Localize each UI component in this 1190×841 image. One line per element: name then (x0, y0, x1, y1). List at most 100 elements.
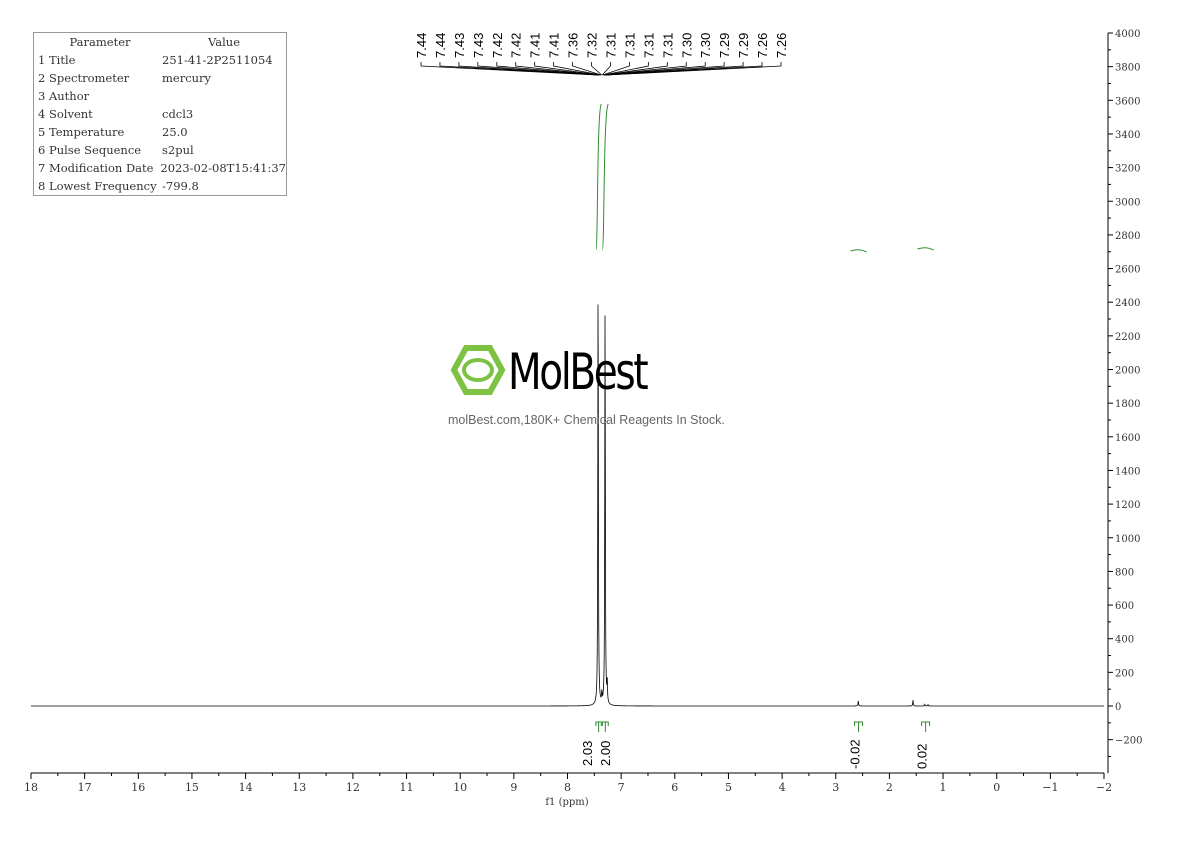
watermark-brand: MolBest (508, 343, 649, 401)
parameter-row: 7 Modification Date 2023-02-08T15:41:37 (34, 159, 286, 177)
watermark-tagline: molBest.com,180K+ Chemical Reagents In S… (448, 413, 725, 427)
parameter-value: 251-41-2P2511054 (162, 53, 273, 67)
integral-value: -0.02 (848, 739, 863, 769)
peak-label: 7.36 (566, 33, 581, 58)
peak-label: 7.31 (641, 33, 656, 58)
parameter-value: 2023-02-08T15:41:37 (160, 161, 286, 175)
y-tick-label: 4000 (1115, 29, 1140, 40)
parameter-name: 4 Solvent (38, 107, 93, 121)
parameter-value: mercury (162, 71, 212, 85)
integral-bracket (921, 721, 931, 732)
parameter-row: 5 Temperature 25.0 (34, 123, 286, 141)
peak-label: 7.26 (774, 33, 789, 58)
x-tick-label: 7 (618, 781, 625, 794)
y-tick-label: −200 (1115, 736, 1142, 747)
peak-label-connector (604, 62, 687, 76)
peak-label-connector (601, 62, 611, 76)
y-tick-label: 600 (1115, 601, 1134, 612)
y-tick-label: 200 (1115, 668, 1134, 679)
x-tick-label: 5 (725, 781, 732, 794)
x-tick-label: 11 (400, 781, 414, 794)
peak-label-connector (605, 62, 725, 76)
peak-label: 7.31 (603, 33, 618, 58)
x-tick-label: 14 (239, 781, 253, 794)
peak-label: 7.30 (698, 33, 713, 58)
integral-value: 2.03 (580, 741, 595, 766)
peak-label: 7.44 (414, 33, 429, 58)
peak-label: 7.32 (585, 33, 600, 58)
x-tick-label: 2 (886, 781, 893, 794)
parameter-value: -799.8 (162, 179, 199, 193)
x-tick-label: −1 (1042, 781, 1058, 794)
y-tick-label: 1800 (1115, 399, 1140, 410)
peak-label-connector (496, 62, 600, 76)
x-tick-label: 13 (292, 781, 306, 794)
peak-label: 7.41 (528, 33, 543, 58)
parameter-name: 6 Pulse Sequence (38, 143, 142, 157)
spectrum-line (31, 304, 1104, 707)
parameter-row: 3 Author (34, 87, 286, 105)
integral-curve (595, 103, 602, 251)
peak-label: 7.31 (622, 33, 637, 58)
x-tick-label: 6 (671, 781, 678, 794)
peak-label: 7.30 (679, 33, 694, 58)
x-axis-label: f1 (ppm) (545, 797, 588, 808)
parameter-row: 8 Lowest Frequency -799.8 (34, 177, 286, 195)
y-tick-label: 1000 (1115, 534, 1140, 545)
parameter-name: 7 Modification Date (38, 161, 154, 175)
peak-label-connector (603, 62, 649, 76)
peak-label-connector (515, 62, 600, 76)
x-tick-label: 12 (346, 781, 360, 794)
y-tick-label: 400 (1115, 635, 1134, 646)
parameter-row: Parameter Value (34, 33, 286, 51)
y-tick-label: 800 (1115, 567, 1134, 578)
x-tick-label: 10 (453, 781, 467, 794)
peak-label: 7.31 (660, 33, 675, 58)
peak-label-connector (553, 62, 601, 76)
y-tick-label: 1200 (1115, 500, 1140, 511)
peak-label-connector (534, 62, 601, 76)
parameter-name: Parameter (69, 35, 131, 49)
peak-label-connector (603, 62, 668, 76)
peak-label: 7.43 (471, 33, 486, 58)
integral-curve (917, 247, 934, 251)
parameter-name: 2 Spectrometer (38, 71, 130, 85)
y-tick-label: 2600 (1115, 265, 1140, 276)
peak-label: 7.29 (736, 33, 751, 58)
peak-label-connector (602, 62, 630, 76)
y-tick-label: 3200 (1115, 164, 1140, 175)
peak-label: 7.43 (452, 33, 467, 58)
peak-label-connector (604, 62, 706, 76)
peak-label: 7.29 (717, 33, 732, 58)
peak-label: 7.41 (547, 33, 562, 58)
x-tick-label: 18 (24, 781, 38, 794)
parameter-row: 6 Pulse Sequence s2pul (34, 141, 286, 159)
y-tick-label: 3600 (1115, 96, 1140, 107)
y-tick-label: 2000 (1115, 366, 1140, 377)
y-tick-label: 2200 (1115, 332, 1140, 343)
y-tick-label: 0 (1115, 702, 1121, 713)
integral-bracket (601, 721, 609, 732)
x-tick-label: 17 (78, 781, 92, 794)
integral-bracket (595, 721, 602, 732)
y-tick-label: 2800 (1115, 231, 1140, 242)
parameter-row: 1 Title 251-41-2P2511054 (34, 51, 286, 69)
parameter-name: 3 Author (38, 89, 90, 103)
peak-label-connector (439, 62, 598, 76)
parameter-name: 5 Temperature (38, 125, 125, 139)
x-tick-label: 3 (832, 781, 839, 794)
parameter-value: Value (208, 35, 240, 49)
x-tick-label: 0 (993, 781, 1000, 794)
y-tick-label: 1600 (1115, 433, 1140, 444)
parameter-name: 8 Lowest Frequency (38, 179, 157, 193)
y-tick-label: 1400 (1115, 466, 1140, 477)
molbest-logo-icon (450, 345, 506, 395)
x-tick-label: 4 (779, 781, 786, 794)
peak-label-connector (572, 62, 602, 76)
x-tick-label: 9 (510, 781, 517, 794)
parameter-value: cdcl3 (162, 107, 194, 121)
y-tick-label: 3800 (1115, 63, 1140, 74)
parameter-value: s2pul (162, 143, 194, 157)
x-tick-label: 15 (185, 781, 199, 794)
